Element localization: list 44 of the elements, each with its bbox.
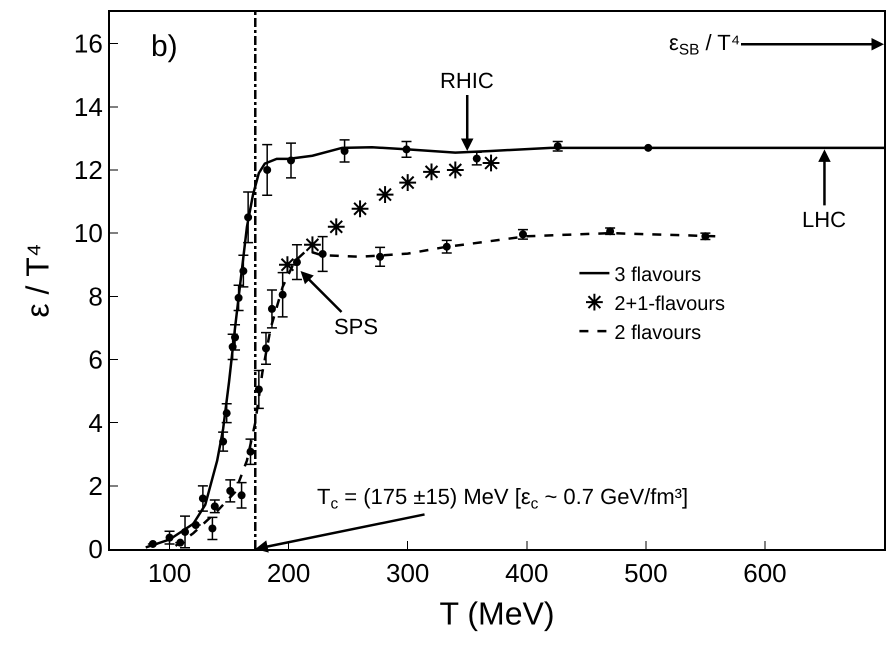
annotation: b) [151,30,178,63]
x-tick-label: 400 [505,558,548,588]
y-tick-label: 10 [74,218,103,248]
point [376,185,394,204]
y-tick-label: 4 [88,408,103,438]
x-tick-label: 600 [743,558,787,588]
y-tick-label: 2 [88,470,103,501]
point [208,524,216,532]
point [278,255,297,274]
point [268,304,276,313]
y-tick-label: 14 [74,92,103,122]
y-axis-title: ε / T⁴ [20,243,56,318]
legend-label: 3 flavours [614,264,702,286]
y-tick-label: 0 [88,534,103,564]
annotation: LHC [802,207,846,232]
annotation: SPS [334,314,378,339]
y-tick-label: 8 [88,281,103,312]
point [446,160,465,180]
x-tick-label: 300 [386,558,430,588]
legend-label: 2 flavours [614,322,702,344]
y-tick-label: 12 [74,155,103,186]
annotation: ε$_{SB}$ / T⁴ [669,30,740,59]
point [376,252,384,261]
x-tick-label: 500 [624,558,668,588]
point [482,154,500,172]
point [238,491,246,500]
x-axis-title: T (MeV) [440,596,554,632]
point [326,217,346,236]
point [350,199,370,218]
y-tick-label: 16 [74,28,103,59]
point [303,235,322,254]
legend-label: 2+1-flavours [614,292,726,315]
point [278,290,287,299]
y-tick-label: 6 [88,344,103,375]
annotation: T$_{c}$ = (175 ±15) MeV [ε$_{c}$ ~ 0.7 GeV/fm³] [317,484,688,513]
x-tick-label: 200 [266,558,310,588]
point [398,173,418,192]
point [226,486,234,495]
x-tick-label: 100 [148,558,192,588]
point [422,162,441,182]
point [246,448,255,456]
point [263,166,272,174]
point [262,344,270,352]
annotation: RHIC [440,68,494,93]
